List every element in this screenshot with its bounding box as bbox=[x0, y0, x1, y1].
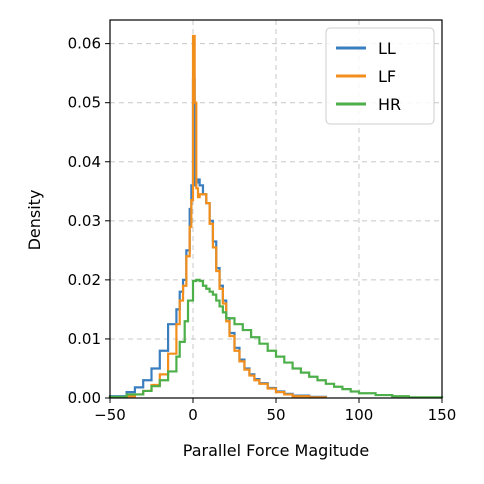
x-tick-label: 50 bbox=[266, 406, 285, 424]
legend-label-lf: LF bbox=[378, 67, 396, 86]
y-axis-label: Density bbox=[25, 190, 44, 251]
legend-label-ll: LL bbox=[378, 39, 396, 58]
y-tick-label: 0.01 bbox=[68, 330, 101, 348]
legend-box bbox=[325, 27, 435, 125]
legend-label-hr: HR bbox=[378, 95, 401, 114]
x-axis-label: Parallel Force Magitude bbox=[183, 441, 369, 460]
series-line-lf bbox=[108, 34, 327, 399]
axes: −50 0 50 100 150 0.00 0.01 0.02 0.03 0.04 0.05 0.06 bbox=[68, 19, 457, 424]
y-tick-label: 0.04 bbox=[68, 153, 101, 171]
y-tick-label: 0.06 bbox=[68, 35, 101, 53]
y-tick-label: 0.05 bbox=[68, 94, 101, 112]
legend: LL LF HR bbox=[325, 27, 435, 125]
y-tick-label: 0.02 bbox=[68, 271, 101, 289]
series-line-hr bbox=[108, 278, 444, 399]
series-line-ll bbox=[108, 77, 327, 398]
y-tick-label: 0.00 bbox=[68, 389, 101, 407]
x-tick-label: 150 bbox=[428, 406, 457, 424]
x-tick-label: 100 bbox=[345, 406, 374, 424]
y-tick-label: 0.03 bbox=[68, 212, 101, 230]
series-group bbox=[108, 34, 444, 399]
x-tick-label: 0 bbox=[188, 406, 198, 424]
x-tick-label: −50 bbox=[94, 406, 126, 424]
